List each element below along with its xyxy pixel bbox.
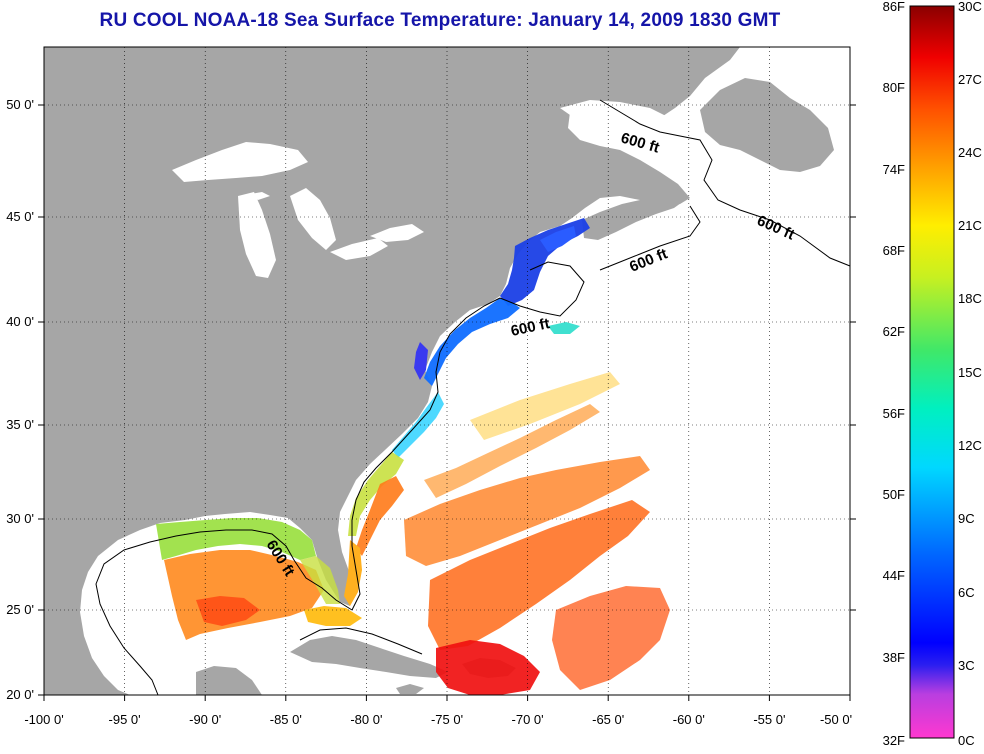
x-tick-label: -85 0' — [270, 712, 302, 727]
colorbar-c-label: 27C — [958, 72, 982, 87]
x-tick-label: -75 0' — [431, 712, 463, 727]
great-lakes — [172, 142, 424, 278]
sst-caribbean-north — [436, 640, 540, 695]
sst-west-florida — [300, 556, 340, 604]
colorbar-f-labels: 86F 80F 74F 68F 62F 56F 50F 44F 38F 32F — [883, 0, 905, 748]
sst-atlantic-patch-1 — [424, 404, 600, 498]
colorbar-c-label: 24C — [958, 145, 982, 160]
colorbar-c-label: 6C — [958, 585, 975, 600]
y-tick-labels: 50 0' 45 0' 40 0' 35 0' 30 0' 25 0' 20 0… — [6, 97, 34, 702]
colorbar-c-label: 12C — [958, 438, 982, 453]
x-tick-label: -95 0' — [109, 712, 141, 727]
colorbar-c-label: 30C — [958, 0, 982, 14]
colorbar-c-label: 21C — [958, 218, 982, 233]
sst-bay-of-fundy-blue — [540, 226, 576, 252]
sst-gulf-stream-edge — [356, 476, 404, 556]
x-tick-labels: -100 0' -95 0' -90 0' -85 0' -80 0' -75 … — [24, 712, 852, 727]
y-tick-label: 30 0' — [6, 511, 34, 526]
y-tick-label: 20 0' — [6, 687, 34, 702]
colorbar-f-label: 50F — [883, 487, 905, 502]
x-tick-label: -55 0' — [753, 712, 785, 727]
colorbar-f-label: 38F — [883, 650, 905, 665]
sst-gulf-north-shelf — [156, 518, 316, 560]
x-tick-label: -100 0' — [24, 712, 63, 727]
x-tick-label: -90 0' — [189, 712, 221, 727]
colorbar — [909, 5, 955, 739]
land-jamaica — [396, 684, 424, 694]
x-tick-label: -70 0' — [512, 712, 544, 727]
colorbar-c-label: 0C — [958, 733, 975, 748]
land-yucatan — [196, 666, 262, 695]
colorbar-c-label: 9C — [958, 511, 975, 526]
sst-atlantic-patch-2 — [404, 456, 650, 566]
x-tick-label: -60 0' — [673, 712, 705, 727]
sst-southeast-shelf — [348, 452, 404, 536]
grid-lines — [44, 47, 850, 695]
y-tick-label: 25 0' — [6, 602, 34, 617]
sst-slope-cyan — [548, 322, 580, 334]
depth-contour-600ft — [95, 99, 851, 696]
sst-gulf-south — [196, 596, 260, 626]
colorbar-f-label: 68F — [883, 243, 905, 258]
colorbar-f-label: 74F — [883, 162, 905, 177]
sst-mid-atlantic-sparse — [470, 372, 620, 440]
land-newfoundland — [700, 78, 834, 172]
sst-atlantic-patch-4 — [552, 586, 670, 690]
colorbar-c-labels: 30C 27C 24C 21C 18C 15C 12C 9C 6C 3C 0C — [958, 0, 982, 748]
colorbar-f-label: 80F — [883, 80, 905, 95]
colorbar-c-label: 18C — [958, 291, 982, 306]
colorbar-c-label: 3C — [958, 658, 975, 673]
land-cuba — [290, 636, 448, 678]
colorbar-f-label: 56F — [883, 406, 905, 421]
map-title: RU COOL NOAA-18 Sea Surface Temperature:… — [99, 10, 781, 31]
y-tick-label: 35 0' — [6, 417, 34, 432]
y-tick-label: 40 0' — [6, 314, 34, 329]
colorbar-f-label: 62F — [883, 324, 905, 339]
sst-florida-east — [344, 540, 362, 606]
st-lawrence-estuary — [560, 100, 702, 156]
colorbar-f-label: 44F — [883, 568, 905, 583]
land-north-america — [44, 47, 740, 695]
tick-marks — [38, 104, 856, 701]
x-tick-label: -65 0' — [592, 712, 624, 727]
y-tick-label: 45 0' — [6, 209, 34, 224]
sst-straits — [304, 606, 362, 626]
colorbar-c-label: 15C — [958, 365, 982, 380]
x-tick-label: -80 0' — [350, 712, 382, 727]
sst-atlantic-patch-3 — [428, 500, 650, 650]
colorbar-f-label: 32F — [883, 733, 905, 748]
y-tick-label: 50 0' — [6, 97, 34, 112]
sst-chesapeake — [414, 342, 428, 380]
colorbar-f-label: 86F — [883, 0, 905, 14]
x-tick-label: -50 0' — [820, 712, 852, 727]
sst-mid-atlantic-bight — [424, 298, 520, 386]
